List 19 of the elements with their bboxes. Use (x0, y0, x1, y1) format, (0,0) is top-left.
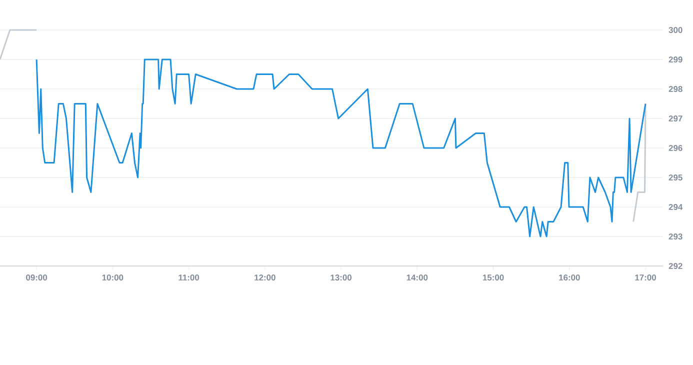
y-tick-label: 292 (668, 263, 682, 269)
y-tick-label: 294 (668, 204, 683, 210)
x-tick-label: 15:00 (482, 274, 504, 281)
y-tick-label: 297 (668, 116, 682, 122)
x-tick-label: 10:00 (102, 274, 124, 281)
line-series (36, 58, 646, 238)
x-tick-label: 16:00 (559, 274, 580, 281)
y-tick-label: 298 (668, 86, 682, 92)
x-tick-label: 09:00 (26, 274, 48, 281)
x-tick-label: 14:00 (406, 274, 428, 281)
x-tick-label: 17:00 (635, 274, 656, 281)
x-tick-label: 13:00 (330, 274, 352, 281)
y-tick-label: 296 (668, 145, 682, 151)
y-tick-label: 300 (668, 27, 682, 34)
x-tick-label: 12:00 (254, 274, 276, 281)
x-tick-label: 11:00 (178, 274, 200, 281)
y-tick-label: 295 (668, 174, 682, 180)
y-tick-label: 293 (668, 234, 682, 240)
y-tick-label: 299 (668, 56, 682, 62)
